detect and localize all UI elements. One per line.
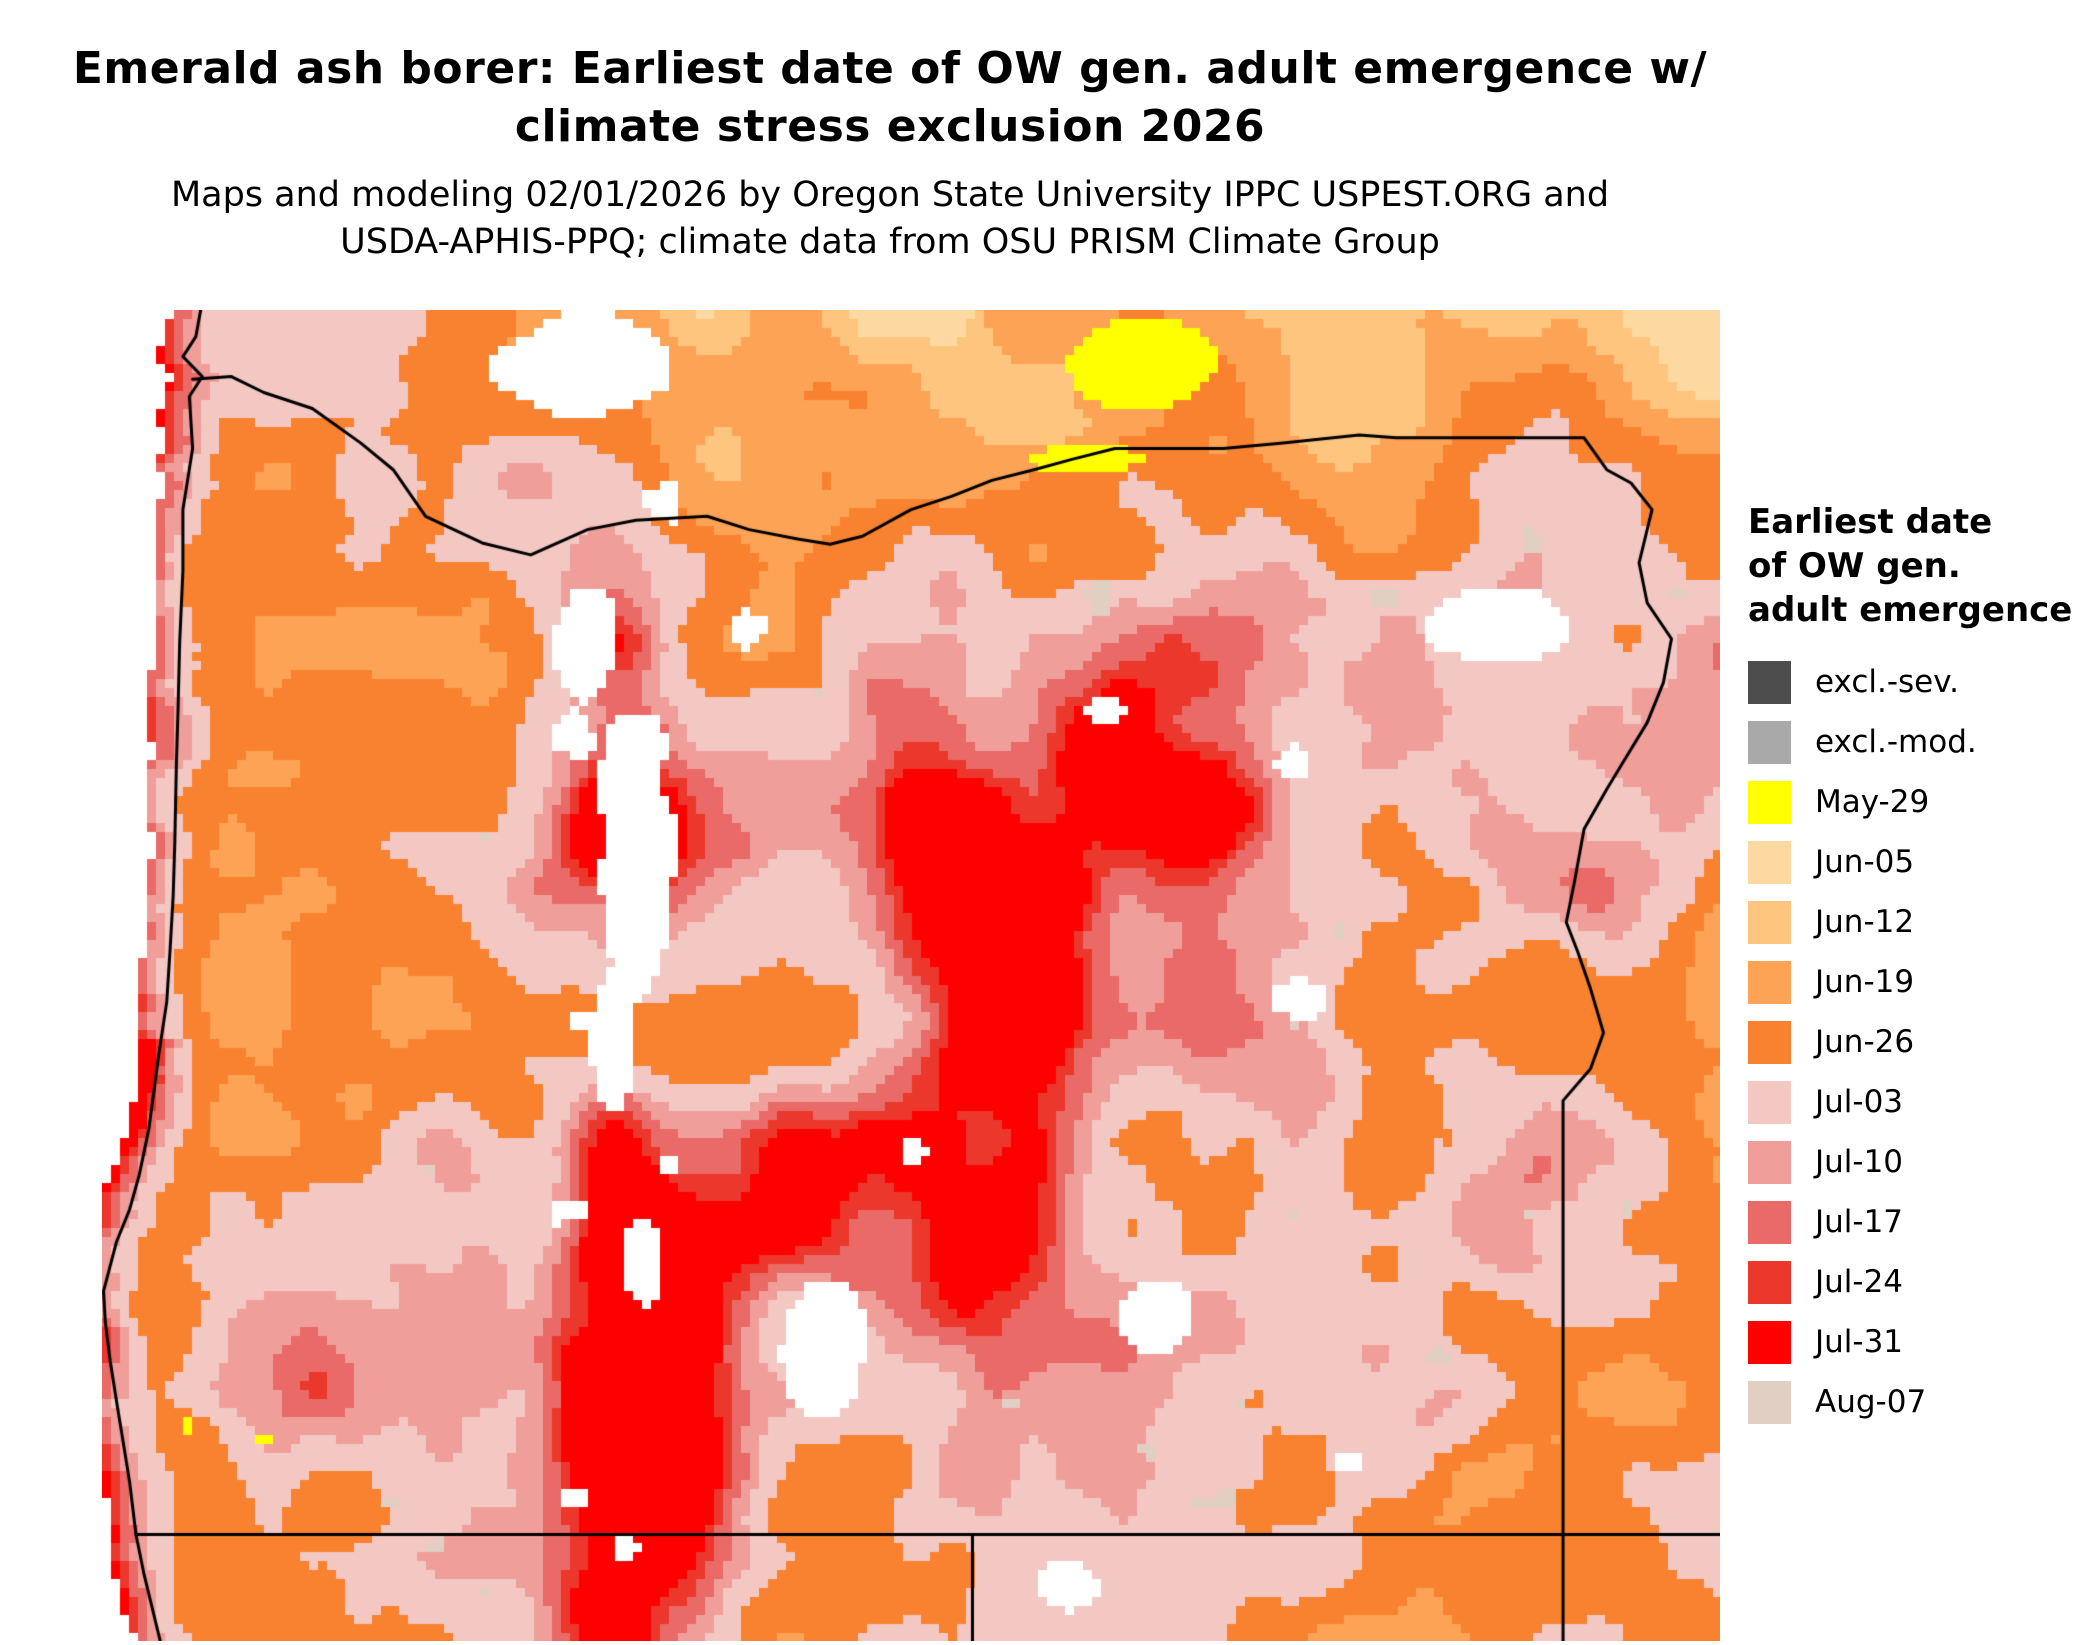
legend-entry: Jun-12 — [1748, 900, 2100, 944]
legend-entry: Jul-03 — [1748, 1080, 2100, 1124]
legend-swatch — [1748, 1320, 1791, 1364]
title-line-1: Emerald ash borer: Earliest date of OW g… — [72, 43, 1708, 94]
figure-header: Emerald ash borer: Earliest date of OW g… — [0, 40, 1780, 267]
title-line-2: climate stress exclusion 2026 — [514, 101, 1266, 153]
legend-swatch — [1748, 1260, 1791, 1304]
legend-swatch — [1748, 840, 1791, 884]
legend-swatch — [1748, 960, 1791, 1004]
legend-label: Jun-12 — [1815, 904, 1915, 941]
legend-title: Earliest date of OW gen. adult emergence — [1748, 500, 2100, 633]
legend-label: excl.-mod. — [1815, 724, 1977, 761]
legend-entry: Jun-26 — [1748, 1020, 2100, 1064]
legend-entries: excl.-sev. excl.-mod. May-29 Jun-05 Jun-12 Ju… — [1748, 660, 2100, 1424]
legend-swatch — [1748, 1140, 1791, 1184]
legend-swatch — [1748, 720, 1791, 764]
legend-entry: Jul-10 — [1748, 1140, 2100, 1184]
legend-swatch — [1748, 1080, 1791, 1124]
legend-label: Jun-05 — [1815, 844, 1915, 881]
legend-label: Jun-19 — [1815, 964, 1915, 1001]
figure-title: Emerald ash borer: Earliest date of OW g… — [0, 40, 1780, 156]
legend-title-line-1: Earliest date — [1748, 502, 1993, 542]
oregon-map-canvas — [102, 310, 1720, 1641]
legend-label: Jun-26 — [1815, 1024, 1915, 1061]
figure-subtitle: Maps and modeling 02/01/2026 by Oregon S… — [0, 172, 1780, 267]
legend-swatch — [1748, 900, 1791, 944]
legend-label: Jul-17 — [1815, 1204, 1904, 1241]
legend-entry: Jul-17 — [1748, 1200, 2100, 1244]
map-legend: Earliest date of OW gen. adult emergence e… — [1748, 500, 2100, 1441]
legend-entry: excl.-sev. — [1748, 660, 2100, 704]
legend-entry: May-29 — [1748, 780, 2100, 824]
subtitle-line-2: USDA-APHIS-PPQ; climate data from OSU PR… — [340, 222, 1440, 263]
legend-entry: Jun-05 — [1748, 840, 2100, 884]
legend-label: Jul-10 — [1815, 1144, 1904, 1181]
legend-swatch — [1748, 780, 1791, 824]
legend-label: Aug-07 — [1815, 1384, 1927, 1421]
legend-entry: Jul-24 — [1748, 1260, 2100, 1304]
legend-title-line-3: adult emergence — [1748, 590, 2073, 631]
legend-swatch — [1748, 660, 1791, 704]
legend-swatch — [1748, 1380, 1791, 1424]
legend-entry: Jul-31 — [1748, 1320, 2100, 1364]
legend-label: Jul-03 — [1815, 1084, 1904, 1121]
legend-title-line-2: of OW gen. — [1748, 546, 1961, 587]
legend-entry: Aug-07 — [1748, 1380, 2100, 1424]
legend-label: May-29 — [1815, 784, 1930, 821]
legend-entry: excl.-mod. — [1748, 720, 2100, 764]
legend-swatch — [1748, 1200, 1791, 1244]
subtitle-line-1: Maps and modeling 02/01/2026 by Oregon S… — [170, 175, 1610, 216]
legend-label: Jul-31 — [1815, 1324, 1904, 1361]
legend-entry: Jun-19 — [1748, 960, 2100, 1004]
legend-label: excl.-sev. — [1815, 664, 1960, 701]
legend-label: Jul-24 — [1815, 1264, 1904, 1301]
legend-swatch — [1748, 1020, 1791, 1064]
